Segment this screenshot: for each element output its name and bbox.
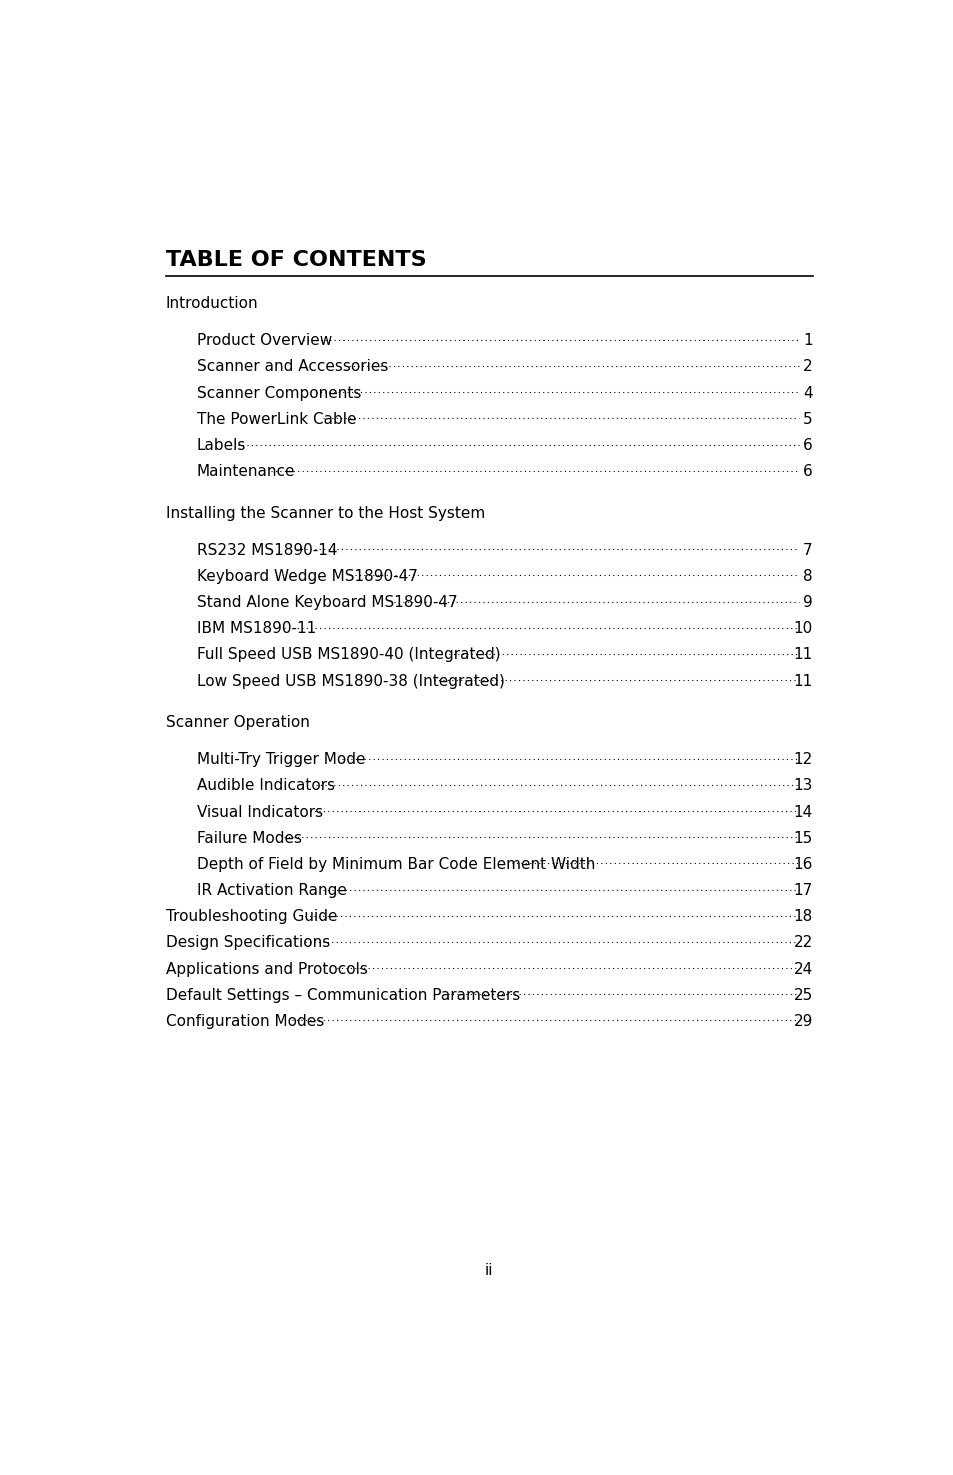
Text: Depth of Field by Minimum Bar Code Element Width: Depth of Field by Minimum Bar Code Eleme… xyxy=(196,857,595,872)
Text: 13: 13 xyxy=(793,779,812,794)
Text: IBM MS1890-11: IBM MS1890-11 xyxy=(196,621,315,636)
Text: Installing the Scanner to the Host System: Installing the Scanner to the Host Syste… xyxy=(166,506,484,521)
Text: 6: 6 xyxy=(802,465,812,479)
Text: Troubleshooting Guide: Troubleshooting Guide xyxy=(166,909,337,925)
Text: Maintenance: Maintenance xyxy=(196,465,294,479)
Text: 29: 29 xyxy=(793,1013,812,1030)
Text: Applications and Protocols: Applications and Protocols xyxy=(166,962,367,976)
Text: Keyboard Wedge MS1890-47: Keyboard Wedge MS1890-47 xyxy=(196,569,417,584)
Text: 15: 15 xyxy=(793,830,812,845)
Text: 16: 16 xyxy=(793,857,812,872)
Text: Configuration Modes: Configuration Modes xyxy=(166,1013,324,1030)
Text: Failure Modes: Failure Modes xyxy=(196,830,301,845)
Text: 9: 9 xyxy=(802,594,812,611)
Text: ii: ii xyxy=(484,1263,493,1277)
Text: Visual Indicators: Visual Indicators xyxy=(196,804,322,820)
Text: 5: 5 xyxy=(802,412,812,426)
Text: 4: 4 xyxy=(802,385,812,401)
Text: 12: 12 xyxy=(793,752,812,767)
Text: Scanner Operation: Scanner Operation xyxy=(166,715,310,730)
Text: 24: 24 xyxy=(793,962,812,976)
Text: Scanner Components: Scanner Components xyxy=(196,385,361,401)
Text: 10: 10 xyxy=(793,621,812,636)
Text: Labels: Labels xyxy=(196,438,246,453)
Text: 11: 11 xyxy=(793,674,812,689)
Text: Stand Alone Keyboard MS1890-47: Stand Alone Keyboard MS1890-47 xyxy=(196,594,456,611)
Text: Introduction: Introduction xyxy=(166,296,258,311)
Text: RS232 MS1890-14: RS232 MS1890-14 xyxy=(196,543,337,558)
Text: 11: 11 xyxy=(793,648,812,662)
Text: Design Specifications: Design Specifications xyxy=(166,935,330,950)
Text: 14: 14 xyxy=(793,804,812,820)
Text: 7: 7 xyxy=(802,543,812,558)
Text: Full Speed USB MS1890-40 (Integrated): Full Speed USB MS1890-40 (Integrated) xyxy=(196,648,500,662)
Text: Audible Indicators: Audible Indicators xyxy=(196,779,335,794)
Text: 8: 8 xyxy=(802,569,812,584)
Text: Default Settings – Communication Parameters: Default Settings – Communication Paramet… xyxy=(166,988,519,1003)
Text: Product Overview: Product Overview xyxy=(196,333,332,348)
Text: 6: 6 xyxy=(802,438,812,453)
Text: 25: 25 xyxy=(793,988,812,1003)
Text: The PowerLink Cable: The PowerLink Cable xyxy=(196,412,355,426)
Text: IR Activation Range: IR Activation Range xyxy=(196,884,346,898)
Text: 2: 2 xyxy=(802,360,812,375)
Text: Multi-Try Trigger Mode: Multi-Try Trigger Mode xyxy=(196,752,365,767)
Text: 22: 22 xyxy=(793,935,812,950)
Text: 17: 17 xyxy=(793,884,812,898)
Text: 1: 1 xyxy=(802,333,812,348)
Text: 18: 18 xyxy=(793,909,812,925)
Text: Scanner and Accessories: Scanner and Accessories xyxy=(196,360,388,375)
Text: Low Speed USB MS1890-38 (Integrated): Low Speed USB MS1890-38 (Integrated) xyxy=(196,674,504,689)
Text: TABLE OF CONTENTS: TABLE OF CONTENTS xyxy=(166,251,426,270)
